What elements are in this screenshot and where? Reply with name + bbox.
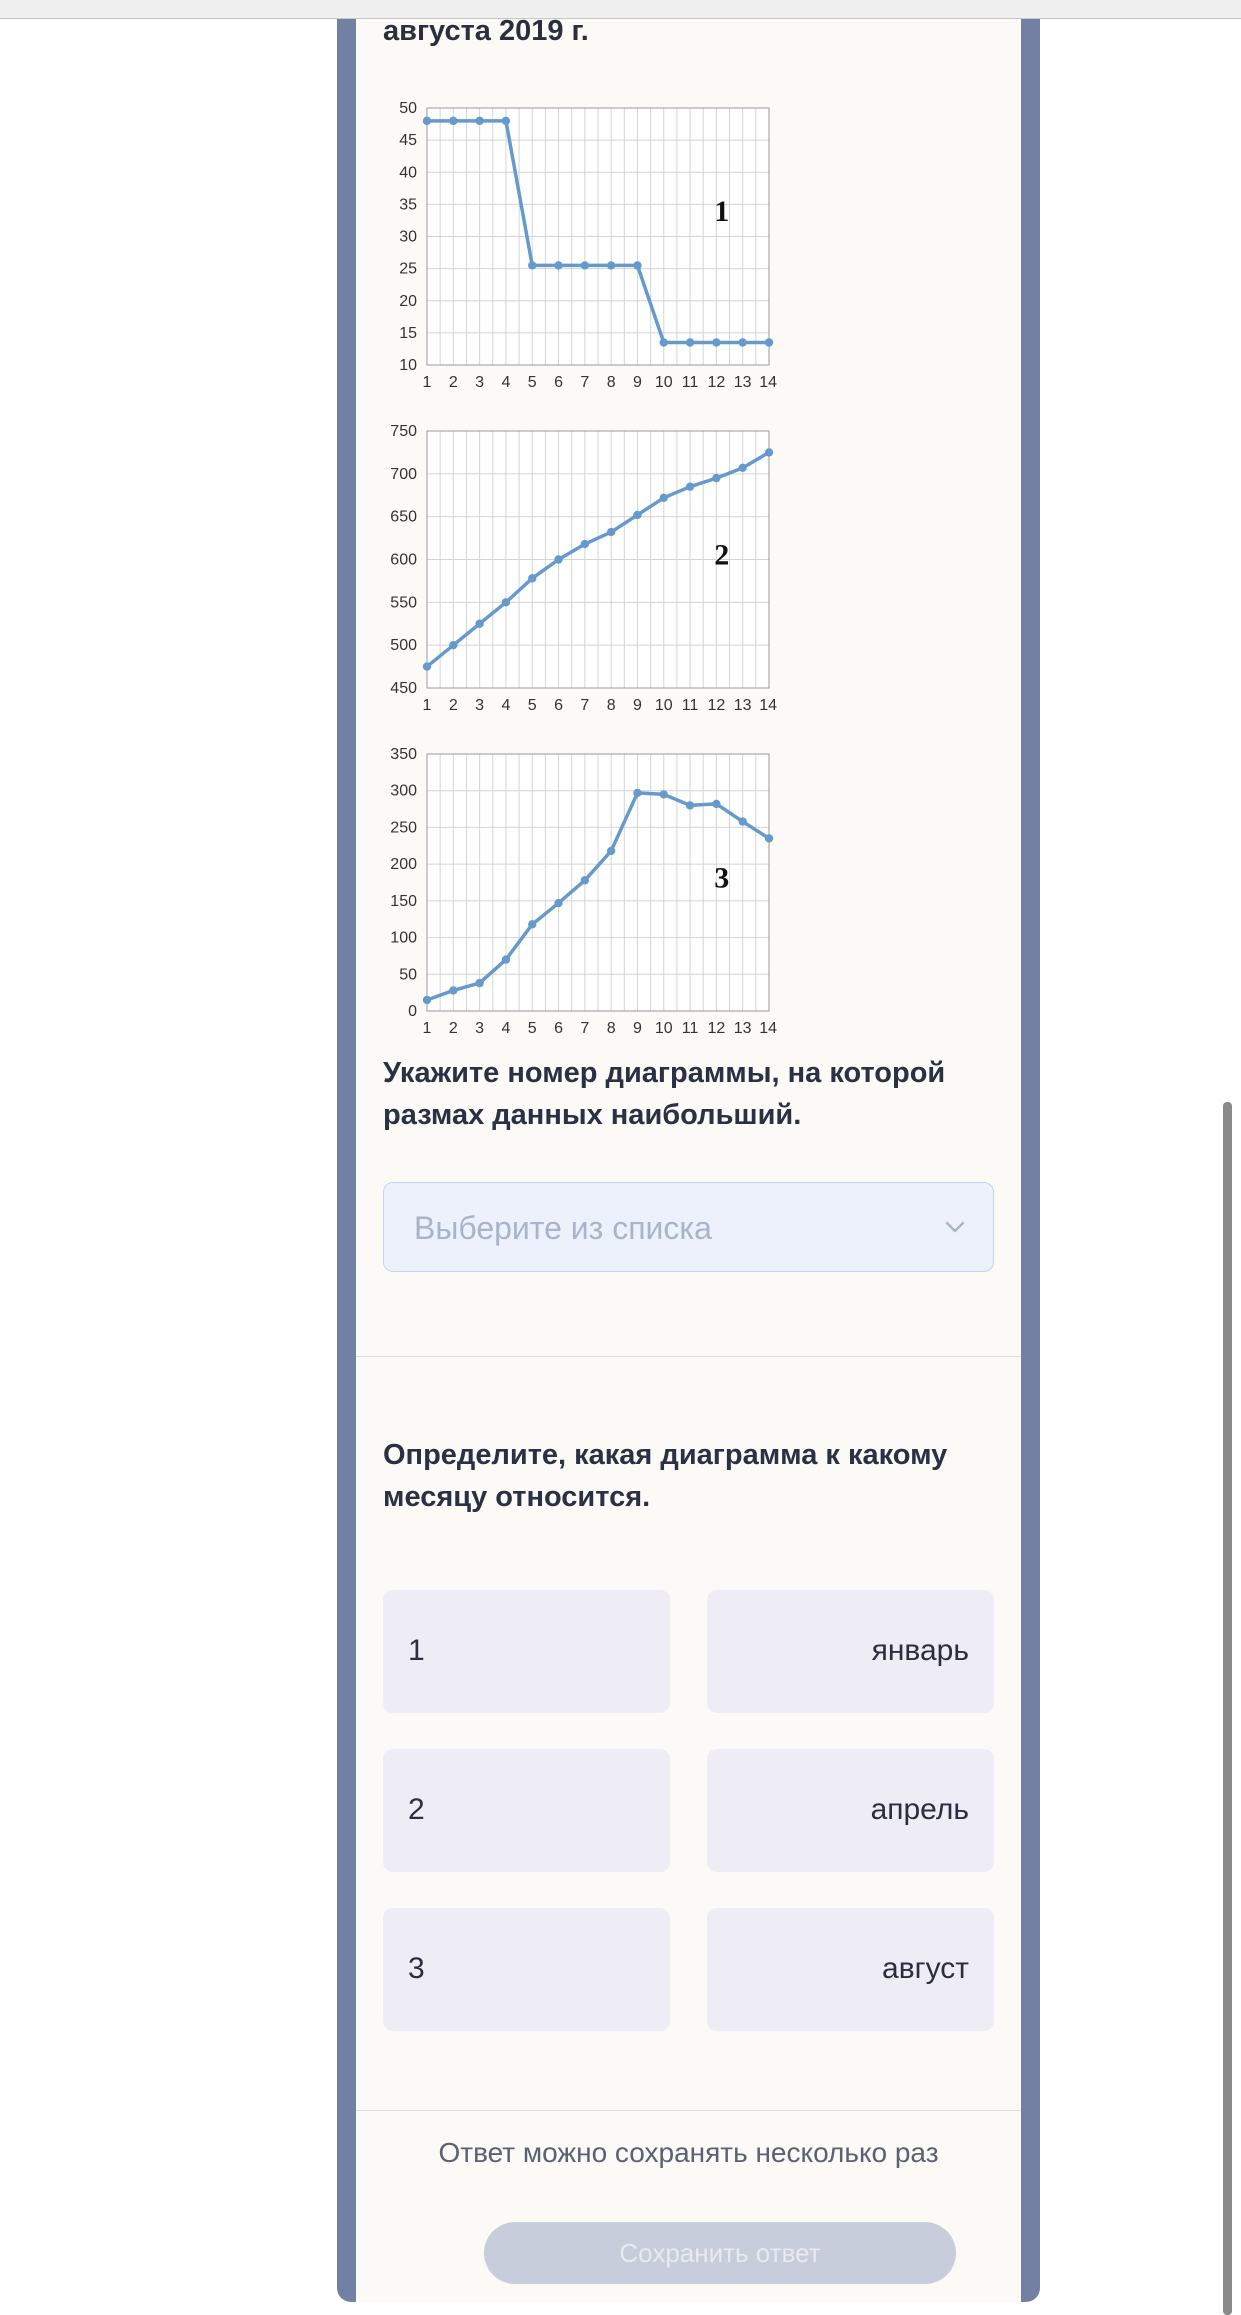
svg-text:14: 14 bbox=[759, 1020, 777, 1037]
svg-text:50: 50 bbox=[399, 966, 417, 983]
svg-text:0: 0 bbox=[408, 1003, 417, 1020]
svg-text:5: 5 bbox=[528, 1020, 537, 1037]
svg-text:10: 10 bbox=[655, 697, 673, 714]
svg-text:2: 2 bbox=[449, 697, 458, 714]
svg-text:750: 750 bbox=[390, 423, 417, 440]
svg-text:1: 1 bbox=[423, 697, 432, 714]
svg-text:30: 30 bbox=[399, 229, 417, 246]
svg-text:11: 11 bbox=[682, 697, 699, 714]
svg-text:4: 4 bbox=[501, 1020, 510, 1037]
svg-text:3: 3 bbox=[475, 1020, 484, 1037]
svg-text:10: 10 bbox=[655, 1020, 673, 1037]
svg-text:3: 3 bbox=[475, 374, 484, 391]
svg-text:15: 15 bbox=[399, 325, 417, 342]
svg-text:8: 8 bbox=[607, 697, 616, 714]
svg-text:40: 40 bbox=[399, 164, 417, 181]
svg-text:250: 250 bbox=[390, 819, 417, 836]
svg-text:14: 14 bbox=[759, 374, 777, 391]
svg-text:7: 7 bbox=[580, 697, 589, 714]
svg-text:150: 150 bbox=[390, 893, 417, 910]
svg-text:4: 4 bbox=[501, 697, 510, 714]
svg-text:12: 12 bbox=[707, 374, 725, 391]
svg-text:10: 10 bbox=[399, 357, 417, 374]
svg-text:550: 550 bbox=[390, 594, 417, 611]
svg-text:1: 1 bbox=[423, 374, 432, 391]
svg-text:8: 8 bbox=[607, 374, 616, 391]
svg-text:50: 50 bbox=[399, 100, 417, 117]
svg-text:2: 2 bbox=[449, 374, 458, 391]
svg-text:20: 20 bbox=[399, 293, 417, 310]
svg-text:3: 3 bbox=[475, 697, 484, 714]
svg-text:9: 9 bbox=[633, 374, 642, 391]
svg-text:6: 6 bbox=[554, 697, 563, 714]
svg-text:1: 1 bbox=[423, 1020, 432, 1037]
svg-text:200: 200 bbox=[390, 856, 417, 873]
svg-text:700: 700 bbox=[390, 466, 417, 483]
svg-text:650: 650 bbox=[390, 509, 417, 526]
svg-text:100: 100 bbox=[390, 930, 417, 947]
svg-text:11: 11 bbox=[682, 1020, 699, 1037]
svg-text:5: 5 bbox=[528, 374, 537, 391]
svg-text:11: 11 bbox=[682, 374, 699, 391]
svg-text:450: 450 bbox=[390, 680, 417, 697]
svg-text:9: 9 bbox=[633, 1020, 642, 1037]
svg-text:2: 2 bbox=[714, 539, 729, 572]
svg-text:5: 5 bbox=[528, 697, 537, 714]
svg-text:9: 9 bbox=[633, 697, 642, 714]
svg-text:13: 13 bbox=[734, 697, 752, 714]
svg-text:13: 13 bbox=[734, 1020, 752, 1037]
svg-text:1: 1 bbox=[714, 195, 729, 228]
svg-text:600: 600 bbox=[390, 552, 417, 569]
svg-text:500: 500 bbox=[390, 637, 417, 654]
svg-text:12: 12 bbox=[707, 1020, 725, 1037]
svg-text:7: 7 bbox=[580, 374, 589, 391]
svg-text:8: 8 bbox=[607, 1020, 616, 1037]
svg-text:350: 350 bbox=[390, 746, 417, 763]
svg-text:3: 3 bbox=[714, 862, 729, 895]
svg-text:12: 12 bbox=[707, 697, 725, 714]
svg-text:45: 45 bbox=[399, 132, 417, 149]
svg-text:25: 25 bbox=[399, 261, 417, 278]
svg-text:2: 2 bbox=[449, 1020, 458, 1037]
svg-text:10: 10 bbox=[655, 374, 673, 391]
svg-text:4: 4 bbox=[501, 374, 510, 391]
svg-text:14: 14 bbox=[759, 697, 777, 714]
svg-text:300: 300 bbox=[390, 783, 417, 800]
svg-text:7: 7 bbox=[580, 1020, 589, 1037]
svg-text:35: 35 bbox=[399, 196, 417, 213]
svg-text:13: 13 bbox=[734, 374, 752, 391]
svg-text:6: 6 bbox=[554, 374, 563, 391]
svg-text:6: 6 bbox=[554, 1020, 563, 1037]
